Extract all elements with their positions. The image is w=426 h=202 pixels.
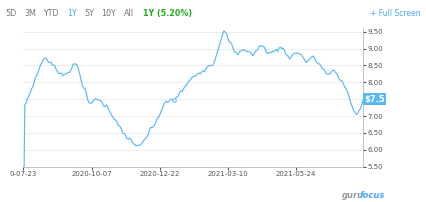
Text: 10Y: 10Y bbox=[101, 9, 116, 18]
Text: + Full Screen: + Full Screen bbox=[369, 9, 420, 18]
Text: $7.5: $7.5 bbox=[363, 95, 384, 104]
Text: focus: focus bbox=[359, 191, 384, 200]
Text: 5D: 5D bbox=[5, 9, 16, 18]
Text: 1Y: 1Y bbox=[67, 9, 77, 18]
Text: All: All bbox=[124, 9, 133, 18]
Text: 3M: 3M bbox=[25, 9, 37, 18]
Text: YTD: YTD bbox=[43, 9, 58, 18]
Text: 5Y: 5Y bbox=[84, 9, 94, 18]
Text: guru: guru bbox=[341, 191, 363, 200]
Text: 1Y (5.20%): 1Y (5.20%) bbox=[143, 9, 192, 18]
